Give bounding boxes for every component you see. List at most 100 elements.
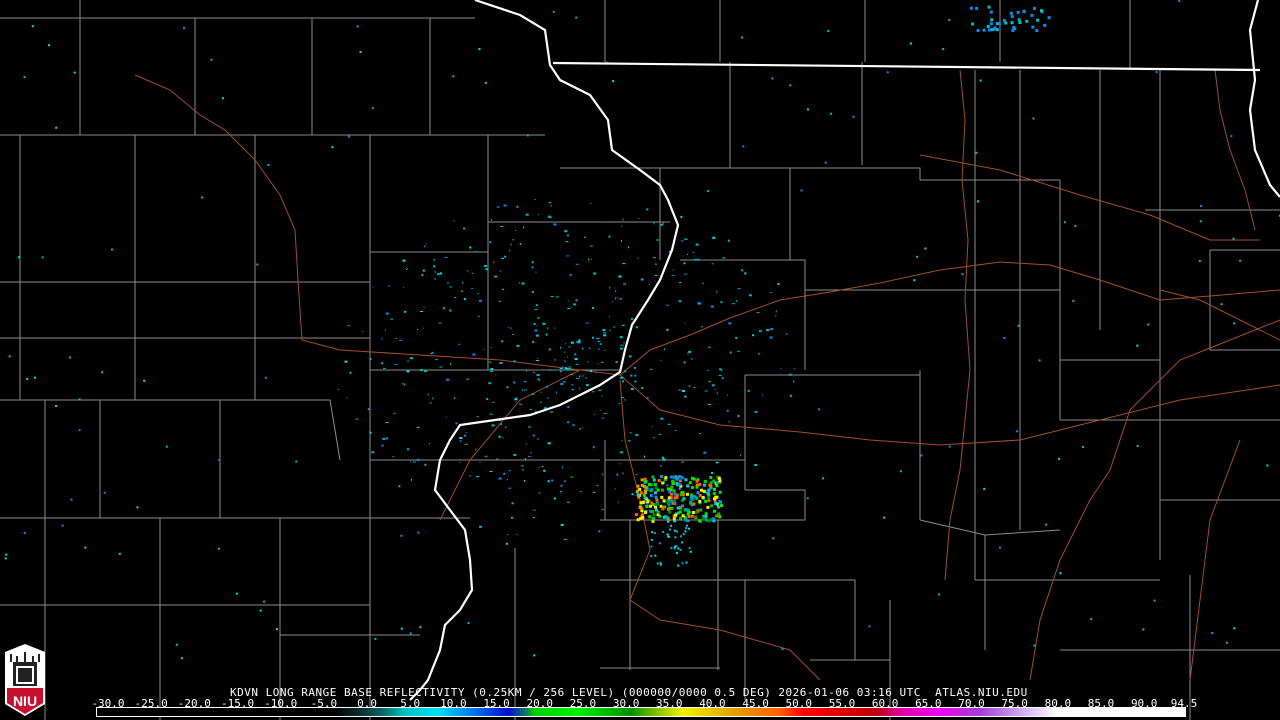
radar-echo xyxy=(651,531,654,534)
radar-echo xyxy=(520,465,524,467)
radar-echo xyxy=(511,502,514,505)
radar-echo xyxy=(720,504,723,508)
radar-echo xyxy=(704,390,708,392)
radar-echo xyxy=(449,309,452,312)
radar-echo xyxy=(711,263,714,265)
radar-echo xyxy=(684,273,688,275)
state-line xyxy=(552,61,1261,72)
radar-echo xyxy=(547,327,549,330)
radar-echo xyxy=(631,493,634,496)
radar-echo xyxy=(383,367,386,369)
radar-echo xyxy=(758,330,762,333)
radar-echo xyxy=(41,256,44,259)
radar-echo xyxy=(709,518,713,522)
radar-echo xyxy=(707,346,711,348)
radar-echo xyxy=(564,367,567,370)
radar-echo xyxy=(621,225,623,227)
radar-echo xyxy=(627,246,629,249)
radar-echo xyxy=(650,545,653,548)
radar-echo xyxy=(422,269,425,272)
radar-echo xyxy=(404,383,406,386)
colorbar-label: -10.0 xyxy=(264,697,298,710)
radar-echo xyxy=(1043,23,1047,27)
state-boundaries xyxy=(409,0,1280,701)
radar-echo xyxy=(466,270,469,272)
radar-echo xyxy=(601,509,604,510)
radar-echo xyxy=(669,475,673,479)
radar-echo xyxy=(374,637,377,640)
radar-echo xyxy=(411,478,412,481)
radar-echo xyxy=(899,470,902,473)
radar-echo xyxy=(654,554,657,557)
radar-echo xyxy=(702,489,706,493)
radar-echo xyxy=(465,432,467,433)
radar-echo xyxy=(574,358,578,360)
radar-echo xyxy=(603,334,607,337)
radar-echo xyxy=(513,360,516,363)
radar-echo xyxy=(975,6,979,10)
radar-echo xyxy=(684,478,688,482)
radar-echo xyxy=(591,258,593,260)
radar-echo xyxy=(618,403,621,405)
radar-echo xyxy=(602,329,606,331)
radar-echo xyxy=(713,497,716,501)
radar-echo xyxy=(439,366,443,368)
radar-echo xyxy=(1239,259,1242,262)
radar-echo xyxy=(656,488,660,492)
radar-echo xyxy=(461,290,463,292)
radar-echo xyxy=(651,425,653,427)
radar-echo xyxy=(622,344,624,347)
radar-echo xyxy=(661,456,664,459)
radar-echo xyxy=(567,300,569,302)
radar-echo xyxy=(588,347,591,349)
radar-echo xyxy=(603,332,607,334)
radar-echo xyxy=(675,545,678,547)
radar-echo xyxy=(969,6,973,10)
radar-echo xyxy=(673,529,676,532)
radar-echo xyxy=(454,297,457,298)
radar-echo xyxy=(662,499,666,503)
radar-echo xyxy=(654,495,658,499)
radar-echo xyxy=(635,490,639,494)
radar-echo xyxy=(735,336,738,339)
radar-echo xyxy=(476,476,479,478)
radar-echo xyxy=(459,462,461,463)
radar-echo xyxy=(643,477,647,481)
radar-echo xyxy=(715,495,719,499)
radar-echo xyxy=(564,360,566,363)
radar-echo xyxy=(701,326,703,328)
radar-echo xyxy=(677,547,680,550)
radar-echo xyxy=(677,483,681,487)
niu-logo: NIU xyxy=(3,644,47,716)
radar-echo xyxy=(483,349,485,351)
radar-echo xyxy=(654,508,658,512)
radar-echo xyxy=(668,489,672,493)
radar-echo xyxy=(434,278,436,280)
radar-echo xyxy=(560,484,563,487)
radar-echo xyxy=(506,386,509,389)
county-line xyxy=(919,519,986,536)
radar-echo xyxy=(567,501,570,503)
radar-echo xyxy=(568,346,571,348)
radar-echo xyxy=(634,380,637,383)
radar-echo xyxy=(1178,0,1181,2)
radar-echo xyxy=(479,461,481,463)
radar-echo xyxy=(431,351,434,354)
county-line xyxy=(789,168,806,370)
radar-echo xyxy=(666,484,669,487)
radar-echo xyxy=(485,268,489,271)
radar-echo xyxy=(512,333,515,335)
radar-echo xyxy=(515,230,517,231)
radar-echo xyxy=(669,496,673,500)
radar-echo xyxy=(642,484,646,488)
radar-echo xyxy=(662,515,666,519)
radar-echo xyxy=(662,530,665,533)
radar-echo xyxy=(428,443,430,445)
radar-echo xyxy=(570,306,572,308)
radar-echo xyxy=(477,315,480,317)
radar-echo xyxy=(595,372,597,374)
radar-echo xyxy=(555,391,557,394)
radar-echo xyxy=(526,134,529,137)
radar-echo xyxy=(692,477,696,481)
radar-echo xyxy=(681,541,684,544)
